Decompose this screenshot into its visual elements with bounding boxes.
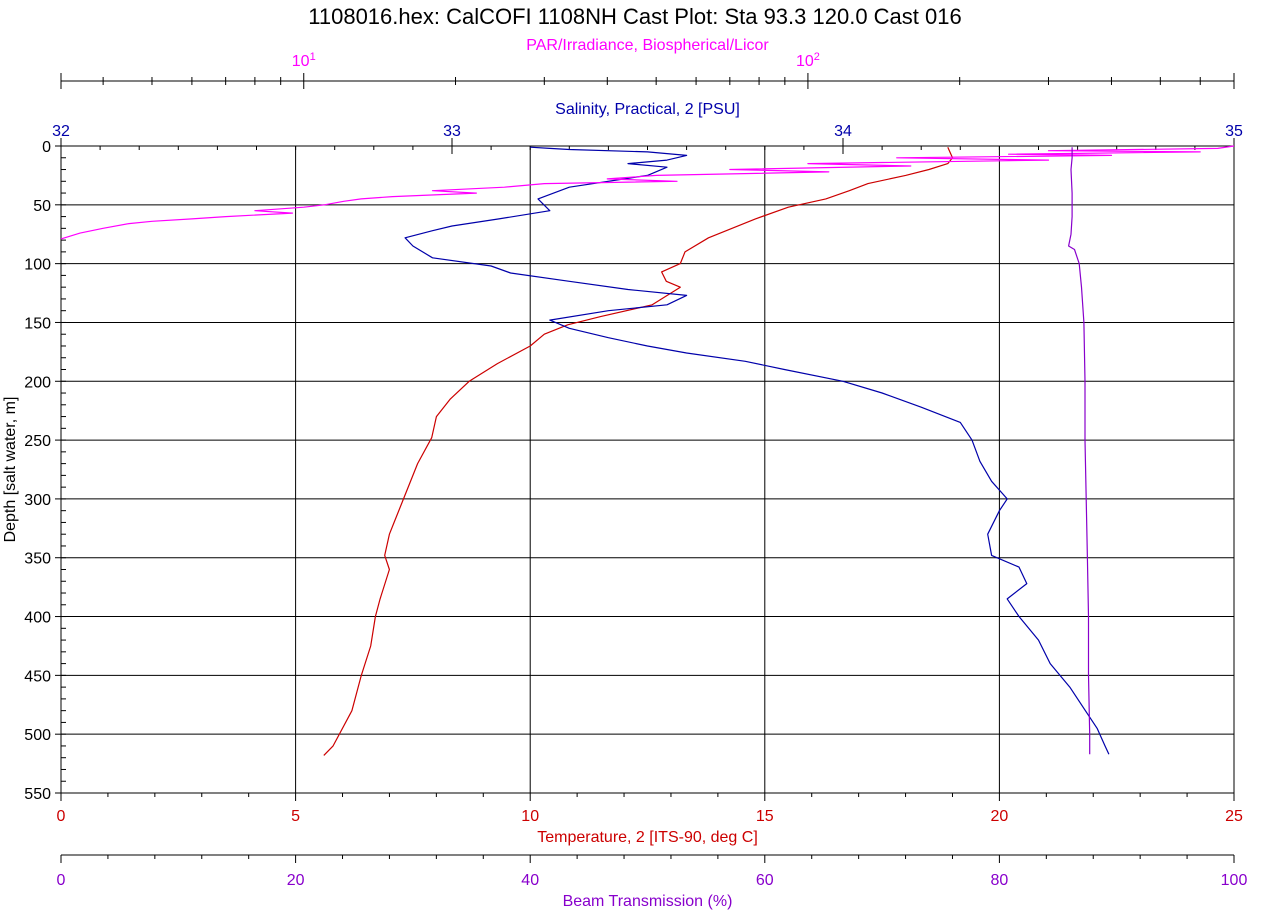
y-tick-label: 350	[24, 551, 51, 568]
y-tick-label: 300	[24, 492, 51, 509]
y-tick-label: 150	[24, 315, 51, 332]
y-tick-label: 100	[24, 257, 51, 274]
beam-tick-label: 100	[1221, 872, 1248, 889]
beam-tick-label: 60	[756, 872, 774, 889]
grid	[61, 146, 1234, 793]
y-tick-label: 0	[42, 139, 51, 156]
beam-tick-label: 80	[991, 872, 1009, 889]
beam-axis-label: Beam Transmission (%)	[563, 893, 733, 910]
par-tick-label: 101	[292, 51, 316, 70]
temperature-tick-label: 15	[756, 808, 774, 825]
chart-title: 1108016.hex: CalCOFI 1108NH Cast Plot: S…	[308, 4, 961, 29]
y-tick-label: 250	[24, 433, 51, 450]
beam-tick-label: 0	[57, 872, 66, 889]
salinity-tick-label: 32	[52, 123, 70, 140]
temperature-tick-label: 0	[57, 808, 66, 825]
temperature-tick-label: 10	[521, 808, 539, 825]
par-tick-label: 102	[796, 51, 820, 70]
temperature-tick-label: 5	[291, 808, 300, 825]
y-tick-label: 50	[33, 198, 51, 215]
y-tick-label: 550	[24, 786, 51, 803]
y-tick-label: 450	[24, 668, 51, 685]
beam-tick-label: 20	[287, 872, 305, 889]
temperature-tick-label: 25	[1225, 808, 1243, 825]
par-profile-line	[60, 145, 1235, 240]
temperature-profile-line	[323, 146, 954, 756]
beam-profile-line	[1068, 147, 1091, 755]
y-tick-label: 500	[24, 727, 51, 744]
salinity-tick-label: 34	[834, 123, 852, 140]
y-tick-label: 200	[24, 374, 51, 391]
salinity-tick-label: 33	[443, 123, 461, 140]
beam-tick-label: 40	[521, 872, 539, 889]
temperature-axis-label: Temperature, 2 [ITS-90, deg C]	[537, 829, 758, 846]
salinity-tick-label: 35	[1225, 123, 1243, 140]
salinity-profile-line	[404, 146, 1110, 755]
data-series	[60, 145, 1235, 756]
salinity-axis-label: Salinity, Practical, 2 [PSU]	[555, 101, 740, 118]
y-tick-label: 400	[24, 610, 51, 627]
temperature-tick-label: 20	[991, 808, 1009, 825]
par-axis-label: PAR/Irradiance, Biospherical/Licor	[526, 37, 769, 54]
y-axis-label: Depth [salt water, m]	[2, 397, 19, 543]
